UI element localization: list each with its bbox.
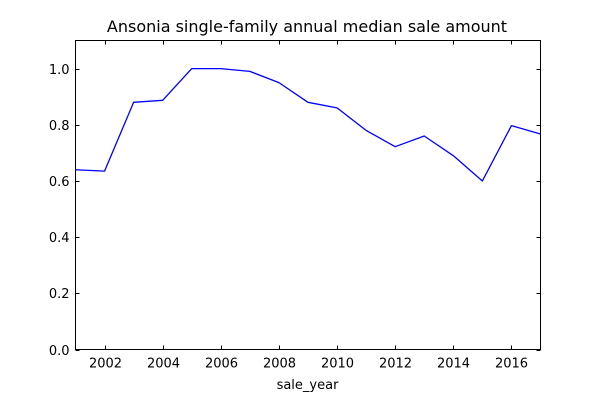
x-tick-label: 2010 (321, 357, 354, 372)
x-axis-label: sale_year (277, 378, 340, 393)
plot-frame (75, 40, 541, 350)
y-tick-label: 0.6 (49, 175, 70, 190)
y-tick-label: 0.0 (49, 344, 70, 359)
x-tick-label: 2012 (379, 357, 412, 372)
y-tick-label: 0.2 (49, 287, 70, 302)
y-tick-label: 1.0 (49, 63, 70, 78)
ticks-layer: 2002 2004 2006 2008 2010 2012 2014 2016 0.0 0.2 0.… (49, 40, 541, 372)
series-layer (75, 67, 541, 182)
x-tick-label: 2014 (437, 357, 470, 372)
y-tick-label: 0.8 (49, 119, 70, 134)
chart-title: Ansonia single-family annual median sale… (107, 17, 507, 36)
x-tick-label: 2006 (205, 357, 238, 372)
y-tick-label: 0.4 (49, 231, 70, 246)
x-tick-label: 2016 (495, 357, 528, 372)
series-line-0 (75, 67, 541, 182)
x-tick-label: 2004 (147, 357, 180, 372)
x-tick-label: 2008 (263, 357, 296, 372)
x-tick-label: 2002 (89, 357, 122, 372)
